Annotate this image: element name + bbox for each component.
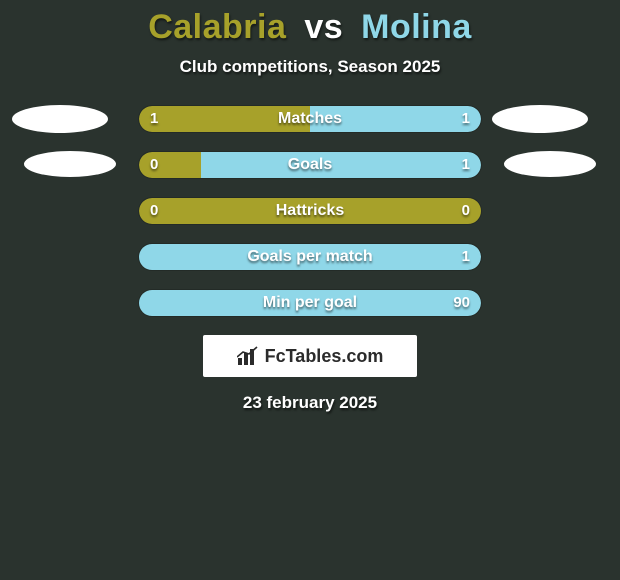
- stat-track: [138, 289, 482, 317]
- stat-fill-left: [139, 106, 310, 132]
- brand-chart-icon: [237, 346, 259, 366]
- date-text: 23 february 2025: [0, 393, 620, 413]
- stat-row: 0 0 Hattricks: [0, 197, 620, 225]
- stat-row: 90 Min per goal: [0, 289, 620, 317]
- page-title: Calabria vs Molina: [0, 0, 620, 47]
- brand-text: FcTables.com: [265, 346, 384, 367]
- stat-value-left: 1: [150, 105, 158, 133]
- stat-value-right: 1: [462, 243, 470, 271]
- player1-name: Calabria: [148, 8, 286, 46]
- stats-stage: 1 1 Matches 0 1 Goals 0 0 Hattricks 1 Go…: [0, 105, 620, 317]
- subtitle: Club competitions, Season 2025: [0, 57, 620, 77]
- stat-fill-right: [201, 152, 481, 178]
- stat-track: [138, 105, 482, 133]
- stat-value-left: 0: [150, 197, 158, 225]
- stat-value-right: 1: [462, 105, 470, 133]
- stat-row: 0 1 Goals: [0, 151, 620, 179]
- stat-value-right: 90: [453, 289, 470, 317]
- stat-value-right: 1: [462, 151, 470, 179]
- stat-value-left: 0: [150, 151, 158, 179]
- stat-row: 1 1 Matches: [0, 105, 620, 133]
- stat-row: 1 Goals per match: [0, 243, 620, 271]
- vs-text: vs: [304, 8, 343, 46]
- stat-track: [138, 197, 482, 225]
- stat-value-right: 0: [462, 197, 470, 225]
- stat-fill-left: [139, 152, 201, 178]
- brand-badge: FcTables.com: [203, 335, 417, 377]
- player2-name: Molina: [361, 8, 472, 46]
- stat-fill-left: [139, 198, 481, 224]
- stat-track: [138, 243, 482, 271]
- stat-fill-right: [310, 106, 481, 132]
- stat-track: [138, 151, 482, 179]
- stat-fill-right: [139, 290, 481, 316]
- stat-fill-right: [139, 244, 481, 270]
